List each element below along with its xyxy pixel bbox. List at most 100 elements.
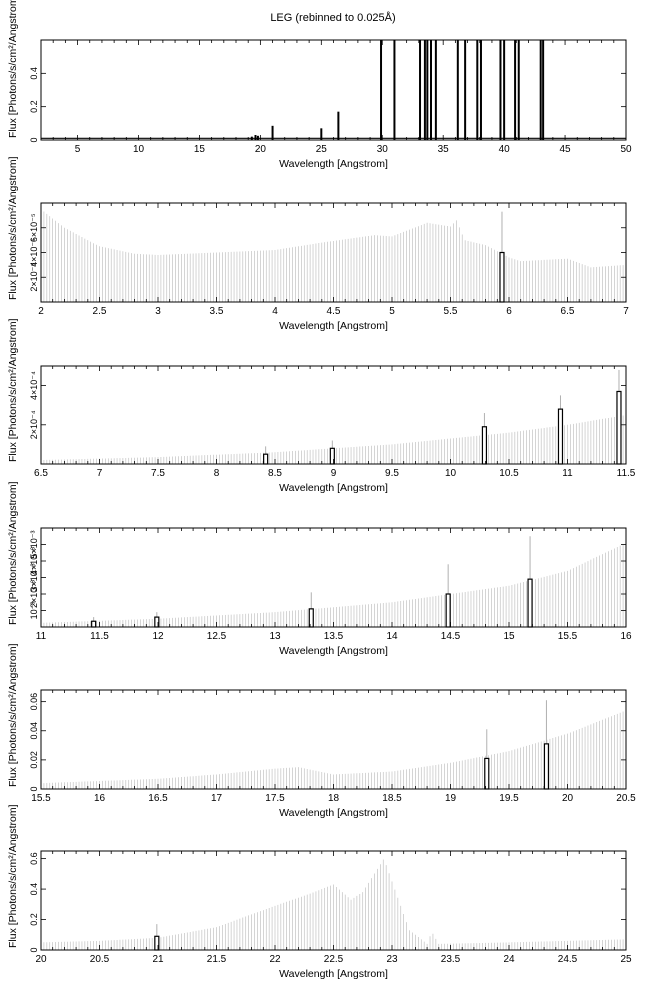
line-bar — [91, 620, 97, 628]
line-bar — [484, 757, 490, 790]
x-tick-label: 17.5 — [265, 793, 285, 804]
y-tick-label: 3×10⁻³ — [29, 563, 39, 591]
x-tick-label: 5 — [75, 144, 81, 155]
y-axis-label: Flux [Photons/s/cm²/Angstrom] — [7, 804, 19, 948]
y-tick-label: 0.06 — [29, 693, 39, 711]
plot-area — [41, 40, 626, 140]
x-tick-label: 20 — [35, 954, 47, 965]
plot-frame — [40, 39, 627, 141]
plot-area — [40, 700, 627, 790]
x-tick-label: 11.5 — [617, 468, 636, 479]
x-tick-label: 13.5 — [324, 631, 344, 642]
x-tick-label: 17 — [211, 793, 223, 804]
x-tick-label: 5.5 — [444, 306, 458, 317]
x-tick-label: 12.5 — [207, 631, 227, 642]
y-axis-label: Flux [Photons/s/cm²/Angstrom] — [7, 0, 19, 138]
x-tick-label: 14.5 — [441, 631, 461, 642]
x-tick-label: 9.5 — [385, 468, 399, 479]
x-tick-label: 3.5 — [210, 306, 224, 317]
x-tick-label: 2 — [38, 306, 44, 317]
x-axis-label: Wavelength [Angstrom] — [279, 968, 388, 980]
line-bar — [616, 390, 622, 465]
x-tick-label: 5 — [389, 306, 395, 317]
x-tick-label: 14 — [386, 631, 398, 642]
x-tick-label: 16 — [94, 793, 106, 804]
x-tick-label: 50 — [620, 144, 632, 155]
y-tick-label: 2×10⁻³ — [29, 580, 39, 608]
y-tick-label: 0.02 — [29, 751, 39, 769]
chart-panel-4: 11 11.5 12 12.5 13 13.5 14 14.5 15 15.5 16 10⁻³2×10… — [7, 481, 632, 657]
x-tick-label: 18.5 — [382, 793, 402, 804]
y-axis-label: Flux [Photons/s/cm²/Angstrom] — [7, 481, 19, 625]
y-tick-label: 0.4 — [29, 67, 39, 80]
x-tick-label: 7 — [97, 468, 103, 479]
x-axis-label: Wavelength [Angstrom] — [279, 807, 388, 819]
plot-area — [40, 536, 627, 628]
y-axis-label: Flux [Photons/s/cm²/Angstrom] — [7, 318, 19, 462]
x-tick-label: 11 — [36, 631, 47, 642]
x-tick-label: 19.5 — [499, 793, 519, 804]
y-tick-label: 0.2 — [29, 100, 39, 113]
x-tick-label: 11 — [562, 468, 573, 479]
x-tick-label: 19 — [445, 793, 457, 804]
x-tick-label: 24 — [503, 954, 515, 965]
chart-panel-2: 2 2.5 3 3.5 4 4.5 5 5.5 6 6.5 7 2×10⁻⁵4×10⁻⁵6×10⁻⁵ W… — [7, 156, 629, 332]
x-tick-label: 10 — [133, 144, 145, 155]
x-tick-label: 15 — [194, 144, 206, 155]
x-tick-label: 13 — [269, 631, 281, 642]
x-tick-label: 25 — [316, 144, 328, 155]
y-tick-label: 4×10⁻³ — [29, 547, 39, 575]
x-tick-label: 18 — [328, 793, 340, 804]
line-bar — [543, 743, 550, 790]
line-bar — [481, 426, 488, 465]
x-tick-label: 10 — [445, 468, 457, 479]
x-tick-label: 16.5 — [148, 793, 168, 804]
y-tick-label: 0.4 — [29, 883, 39, 896]
x-tick-label: 15 — [503, 631, 515, 642]
x-tick-label: 15.5 — [31, 793, 51, 804]
x-tick-label: 8 — [214, 468, 220, 479]
x-tick-label: 25 — [620, 954, 632, 965]
x-tick-label: 23.5 — [441, 954, 461, 965]
x-tick-label: 24.5 — [558, 954, 578, 965]
x-tick-label: 21.5 — [207, 954, 227, 965]
line-bar — [499, 251, 505, 303]
chart-panel-1: 5 10 15 20 25 30 35 40 45 50 0 0.2 0.4 Wavelength [An… — [7, 0, 632, 170]
x-tick-label: 20.5 — [90, 954, 110, 965]
x-tick-label: 6.5 — [34, 468, 48, 479]
x-tick-label: 22.5 — [324, 954, 344, 965]
x-tick-label: 21 — [152, 954, 164, 965]
chart-panel-6: 20 20.5 21 21.5 22 22.5 23 23.5 24 24.5 25 0 0.2 0.4 0… — [7, 804, 632, 980]
x-axis-label: Wavelength [Angstrom] — [279, 645, 388, 657]
line-bar — [527, 578, 533, 628]
plot-area — [40, 209, 627, 303]
x-axis-label: Wavelength [Angstrom] — [279, 158, 388, 170]
y-tick-label: 0 — [29, 786, 39, 791]
y-tick-label: 0.2 — [29, 913, 39, 926]
x-tick-label: 9 — [331, 468, 337, 479]
x-tick-label: 6 — [506, 306, 512, 317]
line-bar — [263, 453, 269, 465]
x-tick-label: 10.5 — [499, 468, 519, 479]
y-tick-label: 0 — [29, 137, 39, 142]
x-tick-label: 4 — [272, 306, 278, 317]
x-tick-label: 20 — [255, 144, 267, 155]
x-tick-label: 23 — [386, 954, 398, 965]
line-bar — [557, 408, 564, 465]
x-tick-label: 3 — [155, 306, 161, 317]
chart-panel-3: 6.5 7 7.5 8 8.5 9 9.5 10 10.5 11 11.5 2×10⁻⁴ 4×10⁻⁴ W… — [7, 318, 636, 494]
y-tick-label: 0 — [29, 947, 39, 952]
x-tick-label: 16 — [620, 631, 632, 642]
y-tick-label: 0.6 — [29, 852, 39, 865]
x-tick-label: 11.5 — [90, 631, 109, 642]
y-tick-label: 6×10⁻⁵ — [29, 213, 39, 242]
x-tick-label: 12 — [152, 631, 164, 642]
y-axis-label: Flux [Photons/s/cm²/Angstrom] — [7, 643, 19, 787]
x-axis-label: Wavelength [Angstrom] — [279, 482, 388, 494]
x-axis-label: Wavelength [Angstrom] — [279, 320, 388, 332]
x-tick-label: 7 — [623, 306, 629, 317]
line-bar — [445, 593, 451, 628]
x-tick-label: 22 — [269, 954, 281, 965]
